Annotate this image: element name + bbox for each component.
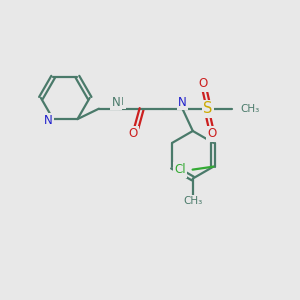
- Text: S: S: [203, 101, 212, 116]
- Text: CH₃: CH₃: [240, 104, 260, 114]
- Text: O: O: [208, 127, 217, 140]
- Text: N: N: [111, 96, 120, 109]
- Text: H: H: [116, 97, 124, 107]
- Text: O: O: [199, 77, 208, 90]
- Text: O: O: [129, 128, 138, 140]
- Text: N: N: [178, 96, 187, 109]
- Text: Cl: Cl: [174, 163, 186, 176]
- Text: N: N: [44, 114, 53, 127]
- Text: CH₃: CH₃: [183, 196, 202, 206]
